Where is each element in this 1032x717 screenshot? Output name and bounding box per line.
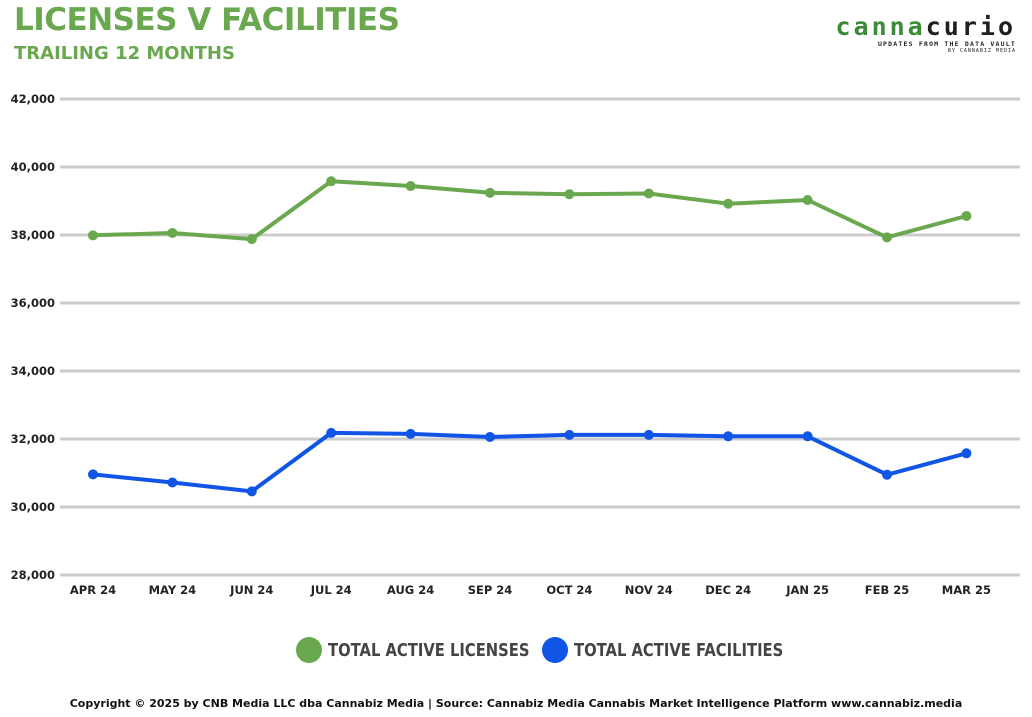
line-chart: 28,000 30,000 32,000 34,000 36,000 38,000 40,0… — [11, 92, 1020, 597]
legend-label-licenses: TOTAL ACTIVE LICENSES — [328, 639, 530, 661]
data-point-facilities — [961, 448, 972, 459]
series-group — [88, 176, 972, 497]
data-point-facilities — [643, 429, 654, 440]
data-point-licenses — [723, 198, 734, 209]
data-point-facilities — [564, 429, 575, 440]
data-point-licenses — [326, 176, 337, 187]
data-point-facilities — [405, 428, 416, 439]
series-line-facilities — [91, 430, 969, 494]
x-tick-label: SEP 24 — [468, 583, 513, 597]
y-tick-label: 36,000 — [11, 296, 55, 310]
x-tick-label: JUL 24 — [310, 583, 352, 597]
y-tick-label: 32,000 — [11, 432, 55, 446]
data-point-facilities — [88, 469, 98, 480]
data-point-licenses — [643, 188, 654, 199]
x-tick-label: OCT 24 — [546, 583, 592, 597]
y-axis-ticks: 28,000 30,000 32,000 34,000 36,000 38,000 40,0… — [11, 92, 55, 582]
y-tick-label: 42,000 — [11, 92, 55, 106]
legend: TOTAL ACTIVE LICENSES TOTAL ACTIVE FACIL… — [0, 634, 1032, 666]
legend-label-facilities: TOTAL ACTIVE FACILITIES — [574, 639, 784, 661]
x-tick-label: AUG 24 — [387, 583, 434, 597]
data-point-licenses — [564, 189, 575, 200]
copyright-footer: Copyright © 2025 by CNB Media LLC dba Ca… — [69, 697, 963, 710]
chart-subtitle: TRAILING 12 MONTHS — [14, 43, 235, 64]
logo-word-part2: curio — [925, 12, 1016, 41]
y-tick-label: 30,000 — [11, 500, 55, 514]
data-point-licenses — [802, 194, 813, 205]
data-point-facilities — [802, 431, 813, 442]
x-tick-label: FEB 25 — [865, 583, 909, 597]
data-point-facilities — [246, 486, 257, 497]
data-point-licenses — [246, 234, 257, 245]
data-point-licenses — [405, 181, 416, 192]
legend-item-facilities: TOTAL ACTIVE FACILITIES — [542, 634, 829, 666]
logo-byline: BY CANNABIZ MEDIA — [947, 48, 1016, 54]
x-tick-label: JUN 24 — [229, 583, 273, 597]
x-tick-label: JAN 25 — [785, 583, 829, 597]
data-point-facilities — [485, 431, 495, 442]
gridlines — [60, 97, 1020, 577]
data-point-facilities — [167, 477, 178, 488]
y-tick-label: 28,000 — [11, 568, 55, 582]
x-axis-ticks: APR 24 MAY 24 JUN 24 JUL 24 AUG 24 SEP 24 OCT … — [70, 583, 991, 597]
logo-word-part1: canna — [835, 12, 926, 41]
x-tick-label: MAR 25 — [942, 583, 991, 597]
legend-dot-facilities — [542, 637, 568, 663]
legend-item-licenses: TOTAL ACTIVE LICENSES — [296, 634, 574, 666]
x-tick-label: NOV 24 — [625, 583, 673, 597]
logo-wordmark: cannacurio — [835, 14, 1016, 40]
y-tick-label: 34,000 — [11, 364, 55, 378]
data-point-licenses — [485, 187, 495, 198]
data-point-licenses — [882, 232, 892, 243]
x-tick-label: DEC 24 — [705, 583, 751, 597]
data-point-facilities — [326, 427, 337, 438]
data-point-facilities — [723, 431, 734, 442]
y-tick-label: 38,000 — [11, 228, 55, 242]
logo-tagline: UPDATES FROM THE DATA VAULT — [877, 40, 1016, 48]
data-point-licenses — [88, 230, 98, 241]
data-point-licenses — [961, 210, 972, 221]
cannacurio-logo: cannacurio UPDATES FROM THE DATA VAULT B… — [835, 14, 1016, 55]
x-tick-label: MAY 24 — [149, 583, 197, 597]
data-point-facilities — [882, 469, 892, 480]
x-tick-label: APR 24 — [70, 583, 116, 597]
y-tick-label: 40,000 — [11, 160, 55, 174]
legend-dot-licenses — [296, 637, 322, 663]
data-point-licenses — [167, 227, 178, 238]
series-line-licenses — [91, 179, 969, 242]
chart-title: LICENSES V FACILITIES — [14, 2, 400, 38]
